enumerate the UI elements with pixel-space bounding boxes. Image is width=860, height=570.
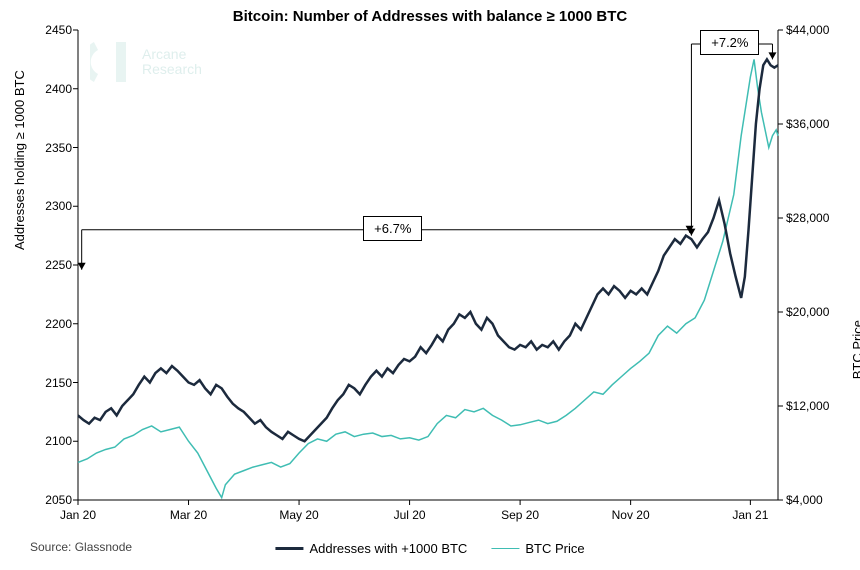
legend-label-price: BTC Price [525, 541, 584, 556]
annotation-box-1: +6.7% [363, 216, 422, 241]
plot-svg [0, 0, 860, 570]
chart-container: Bitcoin: Number of Addresses with balanc… [0, 0, 860, 570]
legend-item-price: BTC Price [491, 541, 584, 556]
legend-label-addresses: Addresses with +1000 BTC [309, 541, 467, 556]
legend: Addresses with +1000 BTC BTC Price [275, 541, 584, 556]
legend-line-addresses [275, 547, 303, 550]
annotation-box-2: +7.2% [700, 30, 759, 55]
legend-line-price [491, 548, 519, 549]
legend-item-addresses: Addresses with +1000 BTC [275, 541, 467, 556]
source-text: Source: Glassnode [30, 540, 132, 554]
